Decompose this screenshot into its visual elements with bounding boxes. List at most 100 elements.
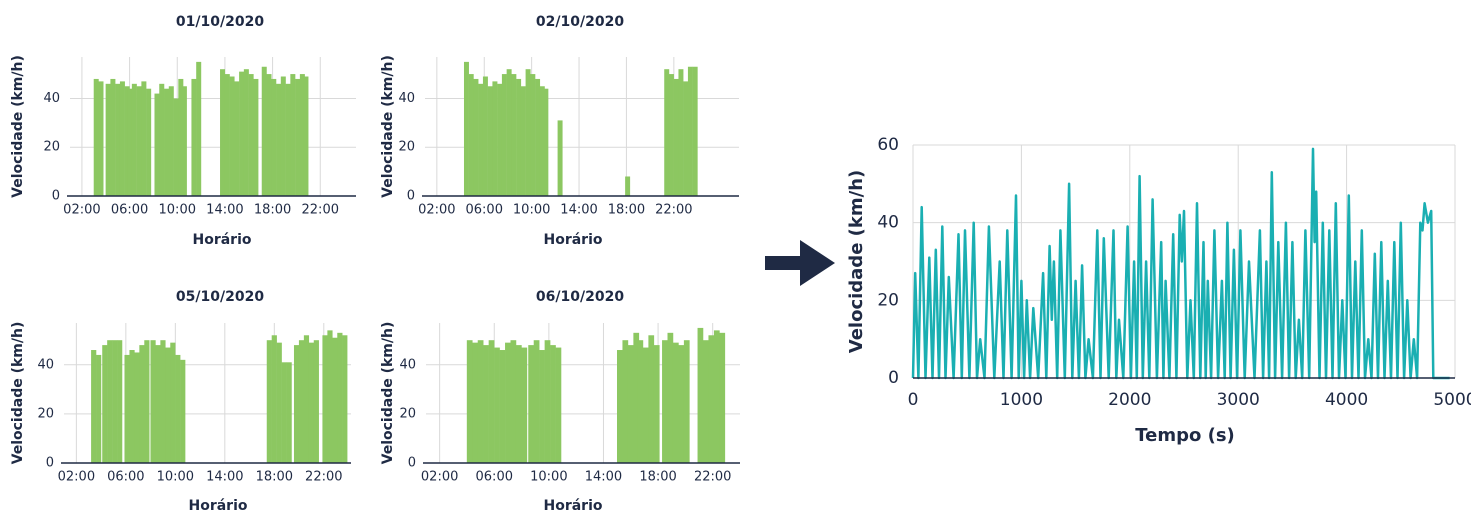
point-cloud — [280, 76, 286, 196]
point-cloud — [164, 88, 170, 196]
point-cloud — [285, 83, 291, 196]
point-cloud — [697, 327, 704, 463]
x-tick-label: 18:00 — [608, 203, 645, 218]
point-cloud — [327, 330, 333, 463]
point-cloud — [266, 74, 272, 196]
point-cloud — [683, 81, 689, 196]
point-cloud — [473, 78, 479, 196]
point-cloud — [102, 345, 108, 463]
point-cloud — [692, 66, 698, 196]
arrow — [765, 240, 835, 286]
point-cloud — [173, 98, 179, 196]
x-axis-label: Horário — [543, 498, 602, 513]
point-cloud — [487, 86, 493, 196]
point-cloud — [175, 354, 181, 463]
x-tick-label: 02:00 — [421, 470, 458, 485]
y-tick-label: 40 — [37, 357, 54, 372]
point-cloud — [668, 74, 674, 196]
point-cloud — [506, 69, 512, 196]
y-tick-label: 20 — [43, 140, 60, 155]
x-tick-label: 2000 — [1108, 390, 1151, 410]
point-cloud — [521, 347, 528, 463]
point-cloud — [550, 345, 556, 463]
x-tick-label: 14:00 — [560, 203, 597, 218]
point-cloud — [281, 362, 287, 463]
point-cloud — [91, 350, 97, 463]
x-tick-label: 18:00 — [254, 203, 291, 218]
point-cloud — [131, 83, 137, 196]
point-cloud — [703, 340, 709, 463]
point-cloud — [276, 342, 282, 463]
point-cloud — [713, 330, 720, 463]
x-tick-label: 1000 — [1000, 390, 1043, 410]
y-tick-label: 20 — [398, 140, 415, 155]
point-cloud — [322, 335, 328, 463]
point-cloud — [243, 69, 249, 196]
point-cloud — [667, 332, 674, 463]
point-cloud — [154, 93, 160, 196]
point-cloud — [482, 76, 488, 196]
point-cloud — [510, 340, 517, 463]
point-cloud — [248, 74, 254, 196]
point-cloud — [168, 86, 174, 196]
point-cloud — [468, 74, 474, 196]
point-cloud — [234, 81, 240, 196]
x-tick-label: 22:00 — [305, 470, 342, 485]
point-cloud — [501, 74, 507, 196]
x-axis-label: Horário — [543, 232, 602, 248]
point-cloud — [165, 347, 171, 463]
x-tick-label: 06:00 — [111, 203, 148, 218]
x-axis-label: Horário — [192, 232, 251, 248]
point-cloud — [276, 83, 282, 196]
point-cloud — [543, 88, 549, 196]
point-cloud — [673, 78, 679, 196]
point-cloud — [530, 74, 536, 196]
point-cloud — [499, 350, 506, 463]
point-cloud — [627, 345, 634, 463]
point-cloud — [544, 340, 551, 463]
point-cloud — [625, 176, 631, 196]
point-cloud — [178, 78, 184, 196]
point-cloud — [616, 350, 623, 463]
point-cloud — [124, 354, 130, 463]
point-cloud — [110, 78, 116, 196]
point-cloud — [342, 335, 348, 463]
point-cloud — [139, 345, 145, 463]
x-tick-label: 06:00 — [476, 470, 513, 485]
x-tick-label: 02:00 — [58, 470, 95, 485]
x-tick-label: 06:00 — [466, 203, 503, 218]
point-cloud — [472, 342, 479, 463]
chart-title: 06/10/2020 — [536, 289, 624, 305]
point-cloud — [170, 342, 176, 463]
point-cloud — [497, 83, 503, 196]
point-cloud — [520, 86, 526, 196]
point-cloud — [160, 340, 166, 463]
point-cloud — [266, 340, 272, 463]
point-cloud — [653, 345, 660, 463]
point-cloud — [303, 76, 309, 196]
point-cloud — [286, 362, 292, 463]
point-cloud — [672, 342, 679, 463]
point-cloud — [664, 69, 670, 196]
x-tick-label: 10:00 — [159, 203, 196, 218]
point-cloud — [533, 340, 540, 463]
y-axis-label: Velocidade (km/h) — [10, 322, 26, 465]
y-tick-label: 20 — [877, 290, 899, 310]
x-tick-label: 4000 — [1325, 390, 1368, 410]
point-cloud — [136, 86, 142, 196]
point-cloud — [127, 88, 133, 196]
point-cloud — [511, 74, 517, 196]
y-tick-label: 0 — [888, 368, 899, 388]
point-cloud — [295, 78, 301, 196]
point-cloud — [515, 345, 522, 463]
point-cloud — [332, 337, 338, 463]
y-tick-label: 0 — [408, 456, 416, 471]
y-axis-label: Velocidade (km/h) — [380, 55, 396, 198]
point-cloud — [303, 335, 310, 463]
x-tick-label: 06:00 — [107, 470, 144, 485]
x-tick-label: 3000 — [1217, 390, 1260, 410]
point-cloud — [220, 69, 226, 196]
point-cloud — [662, 340, 668, 463]
point-cloud — [119, 81, 125, 196]
